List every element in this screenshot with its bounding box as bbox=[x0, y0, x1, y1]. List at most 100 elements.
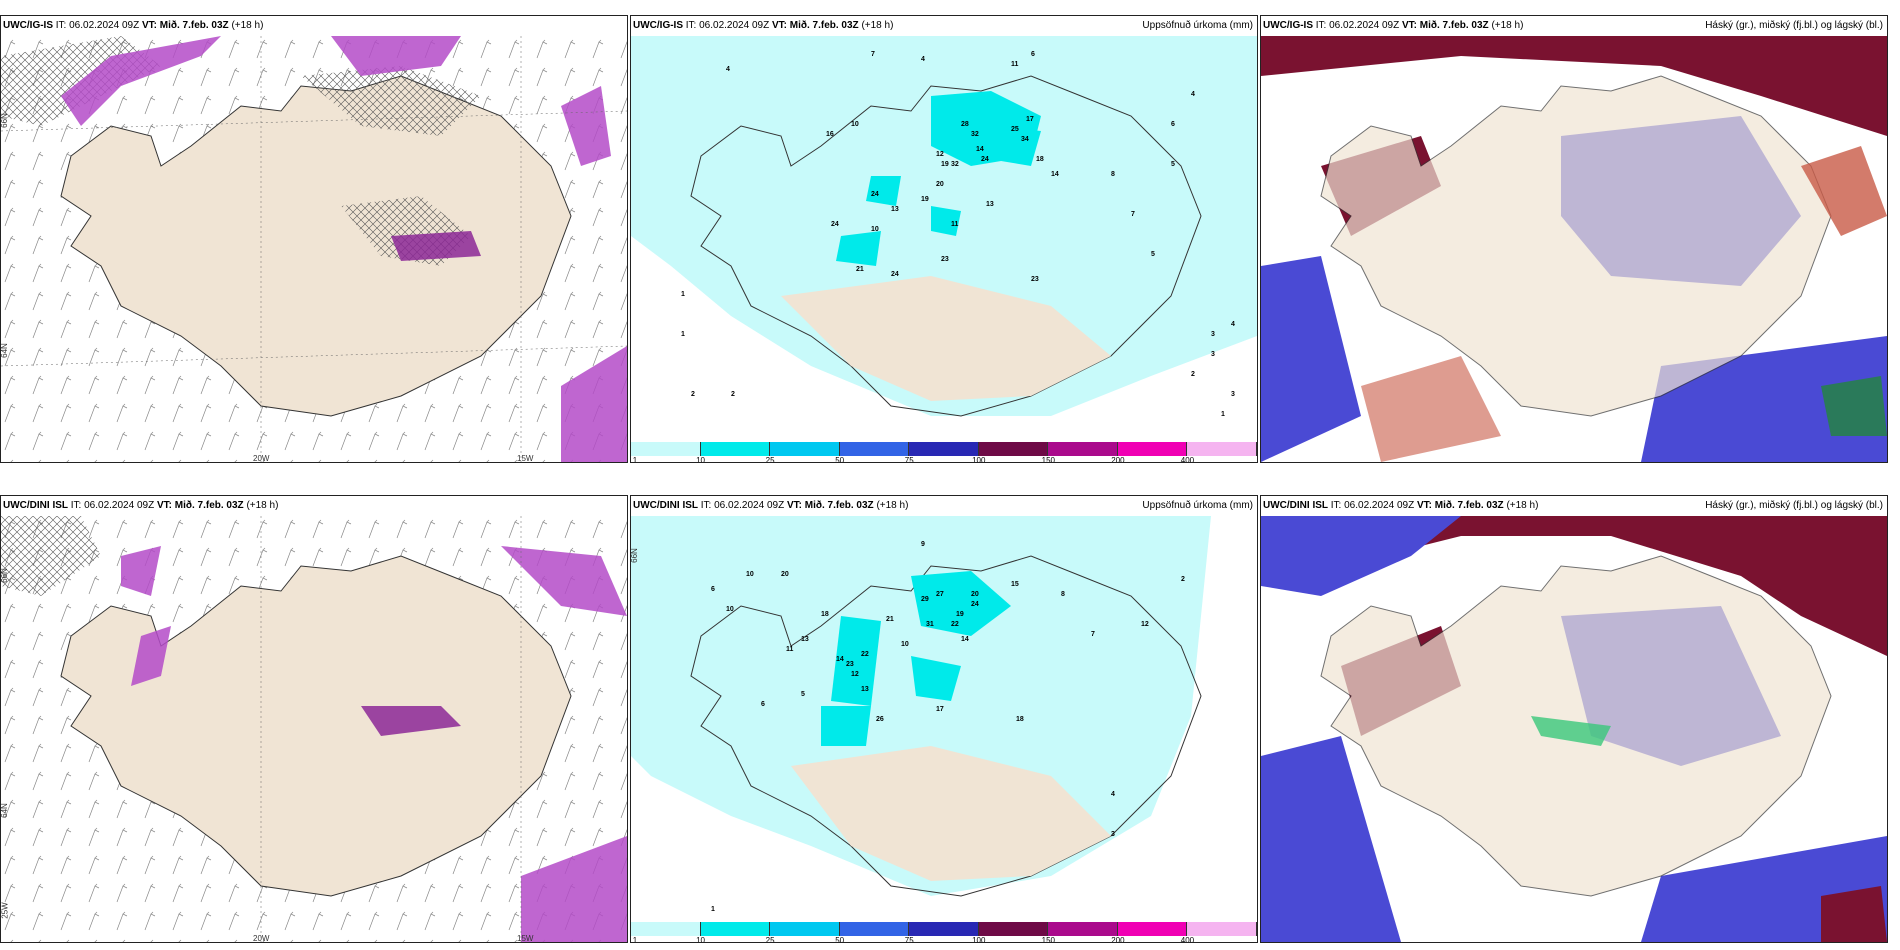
panel-title: Uppsöfnuð úrkoma (mm) bbox=[1142, 20, 1253, 31]
lat-label-66: 66N bbox=[0, 113, 9, 128]
panel-header: UWC/DINI ISL IT: 06.02.2024 09Z VT: Mið.… bbox=[3, 500, 279, 511]
svg-text:10: 10 bbox=[726, 606, 734, 613]
svg-text:11: 11 bbox=[786, 646, 794, 653]
svg-text:18: 18 bbox=[1016, 716, 1024, 723]
svg-text:17: 17 bbox=[1026, 116, 1034, 123]
colorbar-segment bbox=[909, 922, 979, 936]
svg-text:5: 5 bbox=[1151, 251, 1155, 258]
svg-text:29: 29 bbox=[921, 596, 929, 603]
panel-top-left: UWC/IG-IS IT: 06.02.2024 09Z VT: Mið. 7.… bbox=[0, 15, 628, 463]
panel-title: Háský (gr.), miðský (fj.bl.) og lágský (… bbox=[1705, 20, 1883, 31]
svg-text:2: 2 bbox=[1191, 371, 1195, 378]
svg-text:1: 1 bbox=[711, 906, 715, 913]
colorbar-label: 25 bbox=[765, 456, 775, 463]
colorbar-label: 200 bbox=[1111, 936, 1125, 943]
svg-text:24: 24 bbox=[971, 601, 979, 608]
svg-text:22: 22 bbox=[861, 651, 869, 658]
colorbar-label: 200 bbox=[1111, 456, 1125, 463]
map-wind-precip bbox=[1, 36, 627, 462]
svg-text:24: 24 bbox=[831, 221, 839, 228]
svg-text:15: 15 bbox=[1011, 581, 1019, 588]
svg-text:7: 7 bbox=[871, 51, 875, 58]
svg-text:3: 3 bbox=[1231, 391, 1235, 398]
colorbar: 1 10 25 50 75 100 150 200 400 bbox=[631, 922, 1257, 942]
svg-text:21: 21 bbox=[886, 616, 894, 623]
svg-text:1: 1 bbox=[681, 331, 685, 338]
colorbar-label: 400 bbox=[1180, 936, 1195, 943]
colorbar-segment bbox=[978, 922, 1049, 936]
svg-text:14: 14 bbox=[836, 656, 844, 663]
svg-text:24: 24 bbox=[871, 191, 879, 198]
svg-text:5: 5 bbox=[1171, 161, 1175, 168]
colorbar-label: 50 bbox=[835, 456, 845, 463]
svg-text:24: 24 bbox=[981, 156, 989, 163]
colorbar-segment bbox=[631, 922, 701, 936]
colorbar-label: 100 bbox=[972, 936, 986, 943]
panel-bottom-right: UWC/DINI ISL IT: 06.02.2024 09Z VT: Mið.… bbox=[1260, 495, 1888, 943]
svg-text:6: 6 bbox=[761, 701, 765, 708]
panel-top-right: UWC/IG-IS IT: 06.02.2024 09Z VT: Mið. 7.… bbox=[1260, 15, 1888, 463]
lat-label-64: 64N bbox=[0, 343, 9, 358]
svg-text:27: 27 bbox=[936, 591, 944, 598]
svg-text:4: 4 bbox=[1191, 91, 1195, 98]
colorbar-segment bbox=[1117, 442, 1188, 456]
svg-text:2: 2 bbox=[731, 391, 735, 398]
colorbar-segment bbox=[770, 922, 840, 936]
svg-text:20: 20 bbox=[936, 181, 944, 188]
colorbar-label: 1 bbox=[632, 456, 638, 463]
svg-text:31: 31 bbox=[926, 621, 934, 628]
colorbar-label: 400 bbox=[1180, 456, 1195, 463]
svg-text:12: 12 bbox=[936, 151, 944, 158]
colorbar-segment bbox=[1187, 442, 1257, 456]
colorbar-label: 10 bbox=[696, 456, 705, 463]
svg-text:19: 19 bbox=[921, 196, 929, 203]
svg-text:25: 25 bbox=[1011, 126, 1019, 133]
colorbar-segment bbox=[839, 922, 910, 936]
svg-text:14: 14 bbox=[961, 636, 969, 643]
colorbar-label: 1 bbox=[632, 936, 638, 943]
svg-text:10: 10 bbox=[901, 641, 909, 648]
svg-text:4: 4 bbox=[726, 66, 730, 73]
svg-text:12: 12 bbox=[1141, 621, 1149, 628]
panel-title: Háský (gr.), miðský (fj.bl.) og lágský (… bbox=[1705, 500, 1883, 511]
colorbar-segment bbox=[700, 442, 771, 456]
panel-bottom-middle: UWC/DINI ISL IT: 06.02.2024 09Z VT: Mið.… bbox=[630, 495, 1258, 943]
colorbar-label: 75 bbox=[904, 456, 914, 463]
svg-text:16: 16 bbox=[826, 131, 834, 138]
iceland-land bbox=[690, 75, 1202, 417]
panel-header: UWC/IG-IS IT: 06.02.2024 09Z VT: Mið. 7.… bbox=[3, 20, 264, 31]
panel-header: UWC/IG-IS IT: 06.02.2024 09Z VT: Mið. 7.… bbox=[1263, 20, 1524, 31]
svg-text:24: 24 bbox=[891, 271, 899, 278]
svg-text:13: 13 bbox=[861, 686, 869, 693]
svg-text:32: 32 bbox=[951, 161, 959, 168]
lon-label-25w: 25W bbox=[0, 902, 10, 919]
svg-text:5: 5 bbox=[801, 691, 805, 698]
svg-text:17: 17 bbox=[936, 706, 944, 713]
lat-label-66: 66N bbox=[630, 548, 639, 563]
colorbar-label: 10 bbox=[696, 936, 705, 943]
svg-text:21: 21 bbox=[856, 266, 864, 273]
lon-label-15w: 15W bbox=[517, 454, 534, 463]
svg-text:3: 3 bbox=[1111, 831, 1115, 838]
colorbar-segment bbox=[770, 442, 840, 456]
svg-text:6: 6 bbox=[711, 586, 715, 593]
svg-text:19: 19 bbox=[956, 611, 964, 618]
colorbar-label: 25 bbox=[765, 936, 775, 943]
svg-text:7: 7 bbox=[1091, 631, 1095, 638]
colorbar-label: 150 bbox=[1041, 936, 1056, 943]
map-accumulated-precip: 6 10 10 20 18 13 11 14 22 21 29 27 20 31… bbox=[631, 516, 1257, 922]
svg-text:10: 10 bbox=[871, 226, 879, 233]
svg-text:4: 4 bbox=[921, 56, 925, 63]
svg-text:14: 14 bbox=[1051, 171, 1059, 178]
lon-label-15w: 15W bbox=[517, 934, 534, 943]
colorbar-segment bbox=[700, 922, 771, 936]
panel-header: UWC/IG-IS IT: 06.02.2024 09Z VT: Mið. 7.… bbox=[633, 20, 894, 31]
panel-title: Uppsöfnuð úrkoma (mm) bbox=[1142, 500, 1253, 511]
svg-text:10: 10 bbox=[851, 121, 859, 128]
svg-text:11: 11 bbox=[951, 221, 959, 228]
svg-text:22: 22 bbox=[951, 621, 959, 628]
map-cloud-cover bbox=[1261, 516, 1887, 942]
colorbar-segment bbox=[839, 442, 910, 456]
map-cloud-cover bbox=[1261, 36, 1887, 462]
svg-text:2: 2 bbox=[691, 391, 695, 398]
